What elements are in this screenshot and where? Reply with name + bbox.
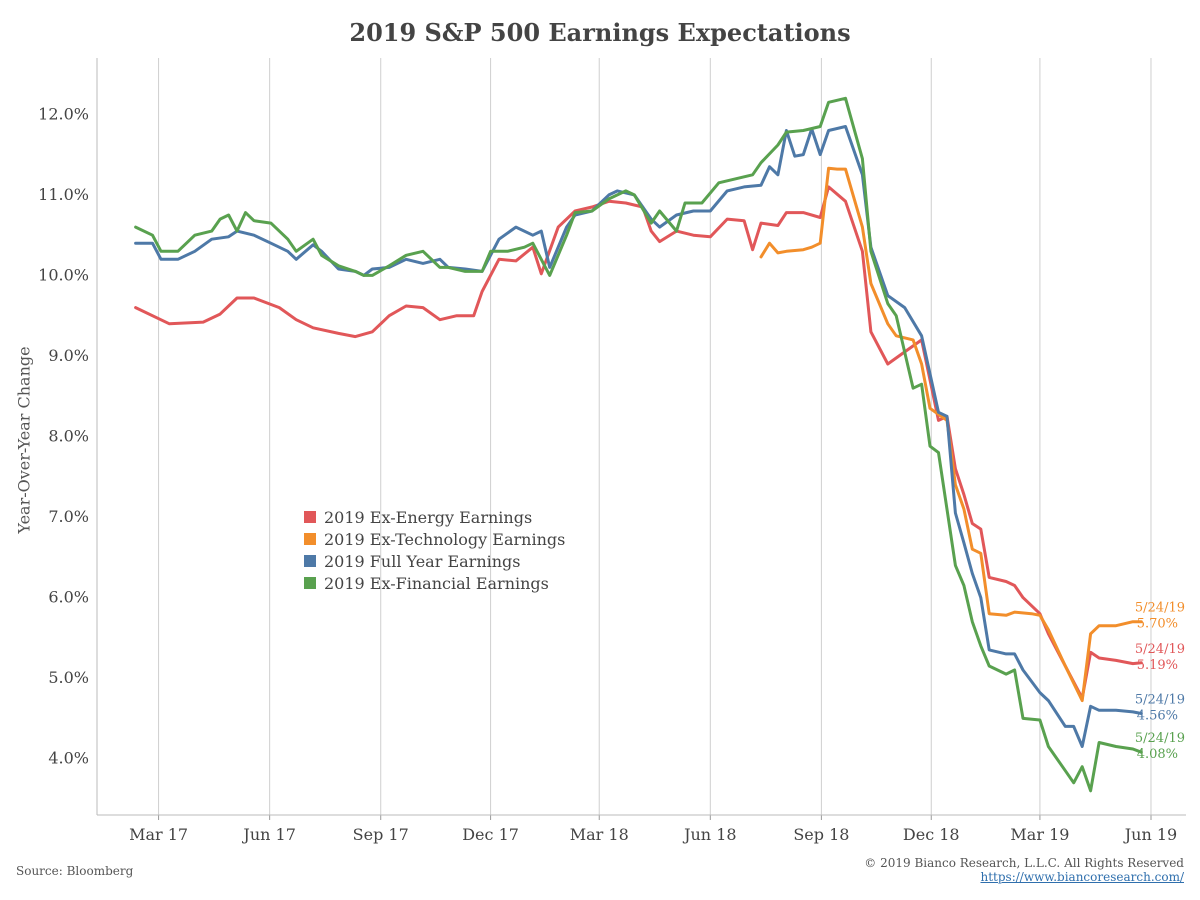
- end-label-date: 5/24/19: [1135, 601, 1185, 616]
- chart-title: 2019 S&P 500 Earnings Expectations: [349, 18, 851, 47]
- x-tick-label: Dec 18: [903, 825, 960, 844]
- axes: Mar 17 Jun 17 Sep 17 Dec 17 Mar 18 Jun 18 Sep …: [38, 58, 1186, 844]
- end-label-2019-ex-energy-earnings: 5/24/195.19%: [1135, 642, 1185, 673]
- series-line-2019-ex-energy-earnings: [134, 185, 1143, 700]
- y-tick-label: 7.0%: [48, 507, 89, 526]
- end-label-value: 5.19%: [1137, 658, 1178, 673]
- legend-swatch-ex-financial: [304, 577, 316, 589]
- legend-item-ex-technology: 2019 Ex-Technology Earnings: [304, 528, 565, 550]
- legend-label-ex-technology: 2019 Ex-Technology Earnings: [324, 529, 566, 549]
- legend-label-full-year: 2019 Full Year Earnings: [324, 551, 521, 571]
- website-link[interactable]: https://www.biancoresearch.com/: [980, 870, 1184, 884]
- end-label-date: 5/24/19: [1135, 642, 1185, 657]
- y-tick-label: 12.0%: [38, 104, 89, 123]
- legend-swatch-full-year: [304, 555, 316, 567]
- x-tick-label: Jun 17: [241, 825, 295, 844]
- end-label-date: 5/24/19: [1135, 731, 1185, 746]
- legend-item-ex-financial: 2019 Ex-Financial Earnings: [304, 572, 565, 594]
- x-tick-label: Sep 18: [793, 825, 849, 844]
- y-tick-label: 6.0%: [48, 588, 89, 607]
- x-tick-label: Sep 17: [353, 825, 409, 844]
- end-label-2019-ex-financial-earnings: 5/24/194.08%: [1135, 731, 1185, 762]
- gridlines: [158, 58, 1152, 815]
- x-tick-label: Jun 19: [1123, 825, 1177, 844]
- x-tick-label: Jun 18: [682, 825, 736, 844]
- end-label-2019-full-year-earnings: 5/24/194.56%: [1135, 693, 1185, 724]
- x-tick-label: Mar 17: [129, 825, 188, 844]
- y-tick-label: 8.0%: [48, 427, 89, 446]
- end-label-date: 5/24/19: [1135, 693, 1185, 708]
- legend-label-ex-energy: 2019 Ex-Energy Earnings: [324, 507, 533, 527]
- y-tick-label: 4.0%: [48, 749, 89, 768]
- x-tick-label: Dec 17: [462, 825, 519, 844]
- legend: 2019 Ex-Energy Earnings 2019 Ex-Technolo…: [304, 506, 565, 594]
- copyright-note: © 2019 Bianco Research, L.L.C. All Right…: [864, 856, 1184, 870]
- y-tick-label: 11.0%: [38, 185, 89, 204]
- source-note: Source: Bloomberg: [16, 864, 134, 878]
- end-label-value: 4.08%: [1137, 747, 1178, 762]
- end-label-value: 5.70%: [1137, 617, 1178, 632]
- end-labels: 5/24/195.19%5/24/195.70%5/24/194.56%5/24…: [1135, 601, 1185, 762]
- y-tick-label: 10.0%: [38, 265, 89, 284]
- legend-label-ex-financial: 2019 Ex-Financial Earnings: [324, 573, 549, 593]
- legend-swatch-ex-energy: [304, 511, 316, 523]
- series-line-2019-ex-financial-earnings: [134, 96, 1143, 793]
- series-line-2019-full-year-earnings: [134, 125, 1143, 748]
- y-tick-label: 5.0%: [48, 668, 89, 687]
- series-lines: [134, 96, 1143, 793]
- x-tick-label: Mar 18: [570, 825, 629, 844]
- legend-item-ex-energy: 2019 Ex-Energy Earnings: [304, 506, 565, 528]
- legend-item-full-year: 2019 Full Year Earnings: [304, 550, 565, 572]
- legend-swatch-ex-technology: [304, 533, 316, 545]
- end-label-2019-ex-technology-earnings: 5/24/195.70%: [1135, 601, 1185, 632]
- end-label-value: 4.56%: [1137, 709, 1178, 724]
- y-tick-label: 9.0%: [48, 346, 89, 365]
- x-tick-label: Mar 19: [1010, 825, 1069, 844]
